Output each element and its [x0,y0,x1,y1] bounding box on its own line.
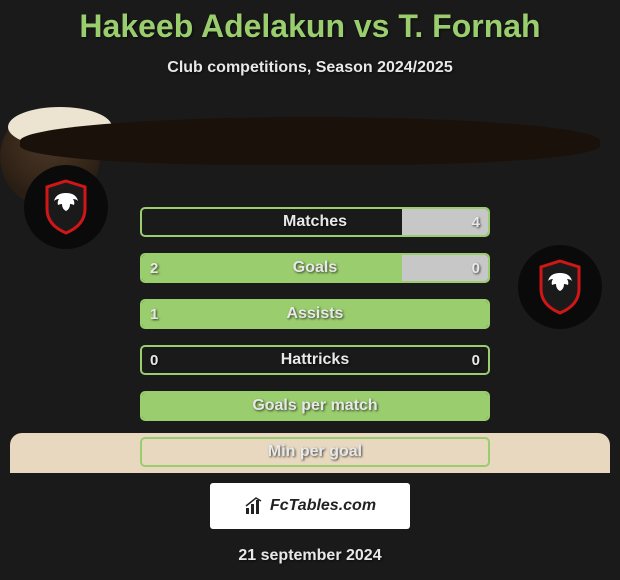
infographic-area: Matches4Goals20Assists1Hattricks00Goals … [0,107,620,467]
stat-bar-value-left: 2 [150,255,158,281]
stat-bar-label: Min per goal [142,439,488,465]
club-badge-left [24,165,108,249]
stat-bar-value-left: 1 [150,301,158,327]
page-title: Hakeeb Adelakun vs T. Fornah [0,0,620,45]
stat-bar-label: Matches [142,209,488,235]
stat-bar-row: Min per goal [140,437,490,467]
stat-bar-row: Goals2 0 [140,253,490,283]
source-logo: FcTables.com [210,483,410,529]
stat-bar-value-left: 0 [150,347,158,373]
stat-bars: Matches4Goals20Assists1Hattricks00Goals … [140,207,490,467]
stat-bar-row: Goals per match [140,391,490,421]
page-subtitle: Club competitions, Season 2024/2025 [0,59,620,77]
stat-bar-label: Goals [142,255,488,281]
date-label: 21 september 2024 [0,547,620,565]
source-logo-text: FcTables.com [270,497,376,515]
stat-bar-value-right: 0 [472,347,480,373]
club-badge-right [518,245,602,329]
stat-bar-row: Matches4 [140,207,490,237]
stat-bar-label: Hattricks [142,347,488,373]
stat-bar-value-right: 4 [472,209,480,235]
shield-lion-icon [537,259,583,315]
stat-bar-row: Assists1 [140,299,490,329]
stat-bar-row: Hattricks0 0 [140,345,490,375]
stat-bar-value-right: 0 [472,255,480,281]
shield-lion-icon [43,179,89,235]
stat-bar-label: Assists [142,301,488,327]
chart-icon [244,496,264,516]
stat-bar-label: Goals per match [142,393,488,419]
